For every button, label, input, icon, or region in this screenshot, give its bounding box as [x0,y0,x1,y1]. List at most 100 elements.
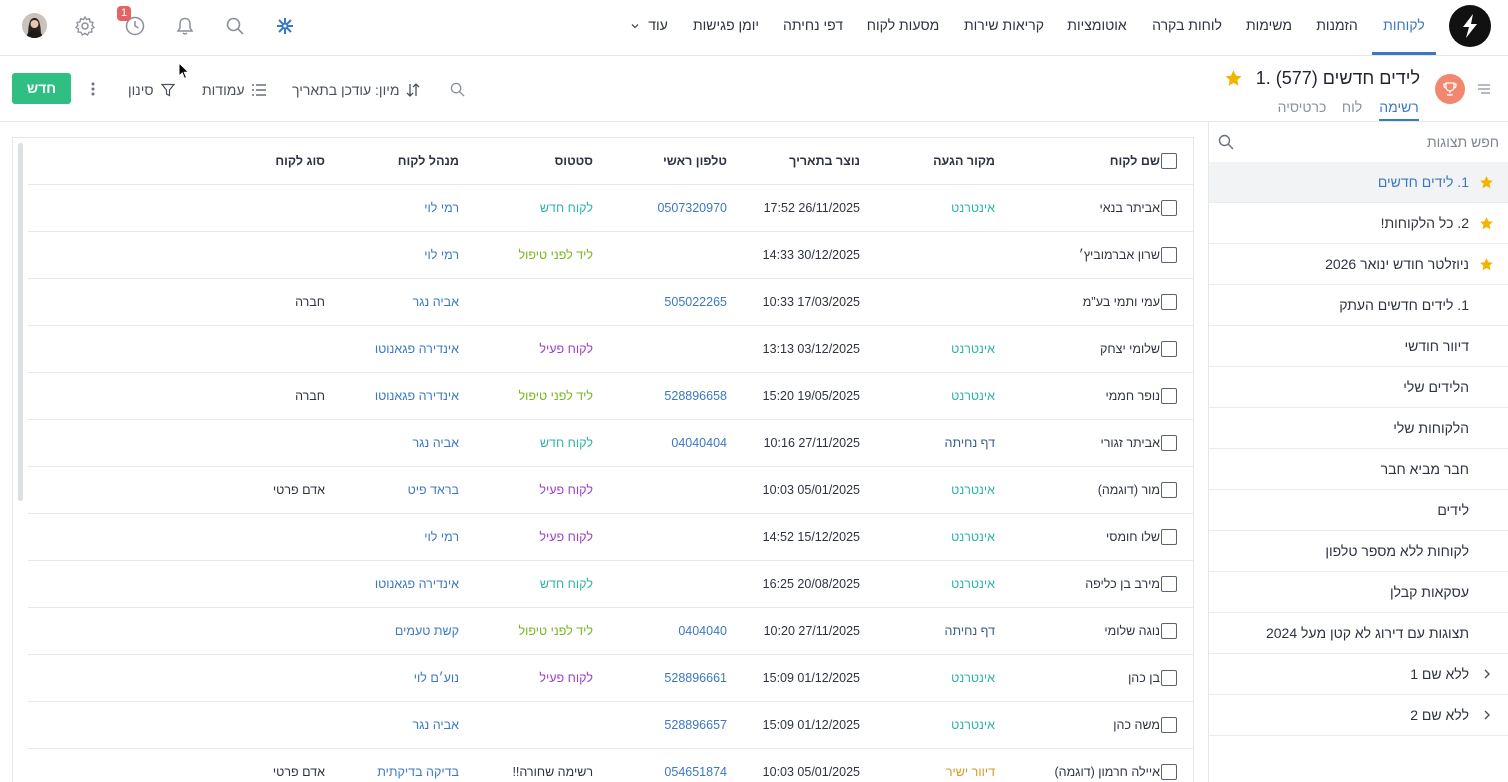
chevron-right-icon[interactable] [1480,708,1494,722]
row-checkbox[interactable] [1161,388,1177,404]
table-row[interactable]: שלומי יצחק אינטרנט 13:13 03/12/2025 לקוח פע… [28,326,1193,373]
nav-dashboards[interactable]: לוחות בקרה [1152,17,1222,33]
table-row[interactable]: עמי ותמי בע"מ 10:33 17/03/2025 505022265 אב… [28,279,1193,326]
customer-name[interactable]: בן כהן [1128,671,1160,685]
nav-automations[interactable]: אוטומציות [1067,17,1127,33]
primary-phone[interactable]: 054651874 [664,765,727,779]
primary-phone[interactable]: 505022265 [664,295,727,309]
filter-button[interactable]: סינון [128,81,175,99]
table-row[interactable]: נופר חממי אינטרנט 15:20 19/05/2025 52889665… [28,373,1193,420]
nav-tasks[interactable]: משימות [1246,17,1292,33]
customer-name[interactable]: אביתר בנאי [1099,201,1160,215]
account-manager[interactable]: אינדירה פגאנוטו [374,342,459,356]
primary-phone[interactable]: 528896658 [664,389,727,403]
row-checkbox[interactable] [1161,529,1177,545]
table-row[interactable]: בן כהן אינטרנט 15:09 01/12/2025 528896661 לק… [28,655,1193,702]
column-header-phone[interactable]: טלפון ראשי [663,154,727,168]
primary-phone[interactable]: 0507320970 [657,201,727,215]
customer-name[interactable]: עמי ותמי בע"מ [1082,295,1160,309]
sidebar-folder[interactable]: ללא שם 1 [1209,654,1508,695]
account-manager[interactable]: בדיקה בדיקתית [377,765,459,779]
sidebar-view-item[interactable]: חבר מביא חבר [1209,449,1508,490]
new-button[interactable]: חדש [12,73,71,104]
customer-name[interactable]: מירב בן כליפה [1085,577,1160,591]
favorite-star-icon[interactable] [1224,69,1243,88]
table-row[interactable]: מור (דוגמה) אינטרנט 10:03 05/01/2025 לקוח פ… [28,467,1193,514]
customer-name[interactable]: משה כהן [1113,718,1160,732]
account-manager[interactable]: אביה נגר [412,718,459,732]
account-manager[interactable]: רמי לוי [424,530,459,544]
table-row[interactable]: נוגה שלומי דף נחיתה 10:20 27/11/2025 040404… [28,608,1193,655]
row-checkbox[interactable] [1161,294,1177,310]
table-row[interactable]: אביתר זגורי דף נחיתה 10:16 27/11/2025 04040… [28,420,1193,467]
sidebar-view-item[interactable]: ניוזלטר חודש ינואר 2026 [1209,244,1508,285]
nav-customer-journeys[interactable]: מסעות לקוח [866,17,940,33]
tab-list[interactable]: רשימה [1379,99,1419,115]
column-header-status[interactable]: סטטוס [554,154,593,168]
vertical-scrollbar[interactable] [18,143,23,501]
table-row[interactable]: שרון אברמוביץ׳ 14:33 30/12/2025 ליד לפני ט… [28,232,1193,279]
favorite-star-icon[interactable] [1479,216,1494,231]
nav-meetings-calendar[interactable]: יומן פגישות [692,17,760,33]
account-manager[interactable]: בראד פיט [407,483,459,497]
chevron-down-icon[interactable] [630,21,640,31]
apps-icon[interactable] [273,14,297,38]
account-manager[interactable]: רמי לוי [424,248,459,262]
nav-customers[interactable]: לקוחות [1383,17,1425,33]
account-manager[interactable]: רמי לוי [424,201,459,215]
favorite-star-icon[interactable] [1479,175,1494,190]
primary-phone[interactable]: 528896661 [664,671,727,685]
nav-landing-pages[interactable]: דפי נחיתה [783,17,843,33]
customer-name[interactable]: אביתר זגורי [1100,436,1161,450]
tab-board[interactable]: לוח [1341,99,1363,115]
column-header-type[interactable]: סוג לקוח [275,154,325,168]
more-vertical-icon[interactable] [86,80,100,98]
customer-name[interactable]: נוגה שלומי [1104,624,1160,638]
column-header-manager[interactable]: מנהל לקוח [397,154,459,168]
customer-name[interactable]: שלומי יצחק [1100,342,1160,356]
table-row[interactable]: אביתר בנאי אינטרנט 17:52 26/11/2025 0507320… [28,185,1193,232]
customer-name[interactable]: איילה חרמון (דוגמה) [1054,765,1161,779]
search-icon[interactable] [450,82,465,97]
nav-orders[interactable]: הזמנות [1316,17,1358,33]
sidebar-view-item[interactable]: 1. לידים חדשים [1209,162,1508,203]
nav-service-calls[interactable]: קריאות שירות [963,17,1045,33]
row-checkbox[interactable] [1161,670,1177,686]
primary-phone[interactable]: 528896657 [664,718,727,732]
sidebar-view-item[interactable]: דיוור חודשי [1209,326,1508,367]
table-row[interactable]: משה כהן אינטרנט 15:09 01/12/2025 528896657 א… [28,702,1193,749]
bell-icon[interactable] [173,14,197,38]
row-checkbox[interactable] [1161,764,1177,780]
columns-button[interactable]: עמודות [202,81,267,99]
primary-phone[interactable]: 04040404 [671,436,727,450]
sidebar-view-item[interactable]: לקוחות ללא מספר טלפון [1209,531,1508,572]
row-checkbox[interactable] [1161,576,1177,592]
sidebar-view-item[interactable]: 2. כל הלקוחות! [1209,203,1508,244]
row-checkbox[interactable] [1161,341,1177,357]
nav-more[interactable]: עוד [648,17,668,33]
row-checkbox[interactable] [1161,435,1177,451]
primary-phone[interactable]: 0404040 [678,624,727,638]
column-header-created[interactable]: נוצר בתאריך [789,154,860,168]
sidebar-view-item[interactable]: תצוגות עם דירוג לא קטן מעל 2024 [1209,613,1508,654]
column-header-name[interactable]: שם לקוח [1109,154,1160,168]
sidebar-view-item[interactable]: הלידים שלי [1209,367,1508,408]
account-manager[interactable]: אינדירה פגאנוטו [374,389,459,403]
select-all-checkbox[interactable] [1161,153,1177,169]
row-checkbox[interactable] [1161,717,1177,733]
search-icon[interactable] [1218,134,1234,150]
account-manager[interactable]: קשת טעמים [394,624,459,638]
favorite-star-icon[interactable] [1479,257,1494,272]
menu-icon[interactable] [1477,83,1491,95]
settings-icon[interactable] [73,14,97,38]
sidebar-view-item[interactable]: 1. לידים חדשים העתק [1209,285,1508,326]
row-checkbox[interactable] [1161,247,1177,263]
user-avatar[interactable] [22,13,47,38]
account-manager[interactable]: אביה נגר [412,436,459,450]
customer-name[interactable]: מור (דוגמה) [1097,483,1160,497]
account-manager[interactable]: אינדירה פגאנוטו [374,577,459,591]
table-row[interactable]: שלו חומסי אינטרנט 14:52 15/12/2025 לקוח פעי… [28,514,1193,561]
search-icon[interactable] [223,14,247,38]
app-logo[interactable] [1449,5,1491,47]
sidebar-view-item[interactable]: לידים [1209,490,1508,531]
